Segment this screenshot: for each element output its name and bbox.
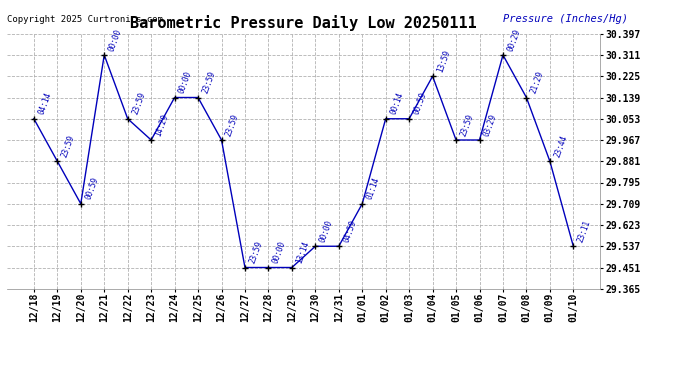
Text: 14:29: 14:29 [154,112,170,137]
Text: 00:14: 00:14 [388,91,405,116]
Text: 01:14: 01:14 [365,176,382,201]
Text: 00:00: 00:00 [271,240,288,265]
Text: 21:29: 21:29 [529,70,546,95]
Text: 00:00: 00:00 [107,27,124,52]
Text: 00:00: 00:00 [318,219,335,243]
Text: 13:59: 13:59 [435,49,452,74]
Text: 00:00: 00:00 [177,70,194,95]
Title: Barometric Pressure Daily Low 20250111: Barometric Pressure Daily Low 20250111 [130,15,477,31]
Text: 13:14: 13:14 [295,240,311,265]
Text: 04:59: 04:59 [342,219,358,243]
Text: 23:59: 23:59 [459,112,475,137]
Text: 23:59: 23:59 [248,240,264,265]
Text: 23:59: 23:59 [224,112,241,137]
Text: 03:29: 03:29 [482,112,499,137]
Text: 00:29: 00:29 [506,27,522,52]
Text: Copyright 2025 Curtronics.com: Copyright 2025 Curtronics.com [7,15,163,24]
Text: 23:44: 23:44 [553,134,569,159]
Text: Pressure (Inches/Hg): Pressure (Inches/Hg) [503,14,628,24]
Text: 00:59: 00:59 [83,176,100,201]
Text: 23:11: 23:11 [576,219,593,243]
Text: 04:14: 04:14 [37,91,53,116]
Text: 23:59: 23:59 [60,134,77,159]
Text: 23:59: 23:59 [130,91,147,116]
Text: 00:59: 00:59 [412,91,428,116]
Text: 23:59: 23:59 [201,70,217,95]
